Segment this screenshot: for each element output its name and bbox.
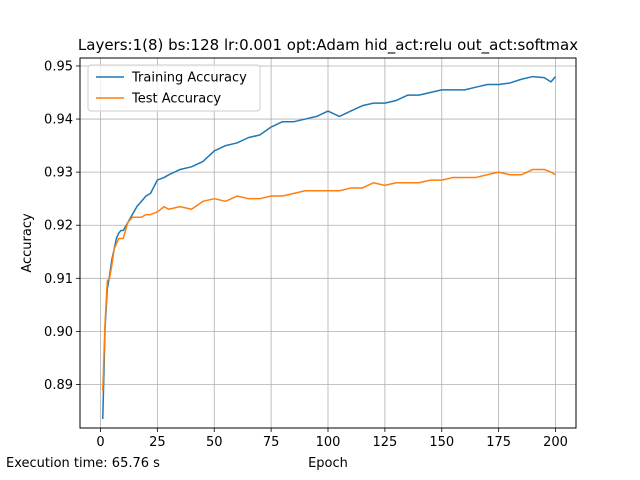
series-group [102,75,557,419]
y-axis-label: Accuracy [20,213,35,273]
x-tick-label: 150 [429,435,454,450]
chart-title: Layers:1(8) bs:128 lr:0.001 opt:Adam hid… [78,36,578,55]
x-tick-label: 75 [263,435,280,450]
x-tick-label: 50 [206,435,223,450]
y-tick-label: 0.94 [44,113,73,128]
x-tick-label: 175 [486,435,511,450]
x-tick-label: 0 [96,435,104,450]
grid [80,58,576,428]
x-tick-label: 200 [543,435,568,450]
y-tick-label: 0.93 [44,166,73,181]
y-tick-label: 0.95 [44,59,73,74]
y-tick-label: 0.90 [44,325,73,340]
x-axis-label: Epoch [308,456,348,471]
series-line-training-accuracy [102,75,557,419]
series-line-test-accuracy [102,168,556,391]
y-tick-label: 0.91 [44,272,73,287]
y-tick-label: 0.89 [44,378,73,393]
y-tick-label: 0.92 [44,219,73,234]
x-axis: 0 25 50 75 100 125 150 175 200 [96,428,568,450]
y-axis: 0.89 0.90 0.91 0.92 0.93 0.94 0.95 [44,59,80,393]
legend-label-test-accuracy: Test Accuracy [131,92,221,107]
x-tick-label: 100 [316,435,341,450]
legend-label-training-accuracy: Training Accuracy [131,71,247,86]
x-tick-label: 25 [149,435,166,450]
legend-box [87,64,261,112]
legend: Training Accuracy Test Accuracy [87,64,261,112]
execution-time-label: Execution time: 65.76 s [6,456,160,471]
x-tick-label: 125 [372,435,397,450]
